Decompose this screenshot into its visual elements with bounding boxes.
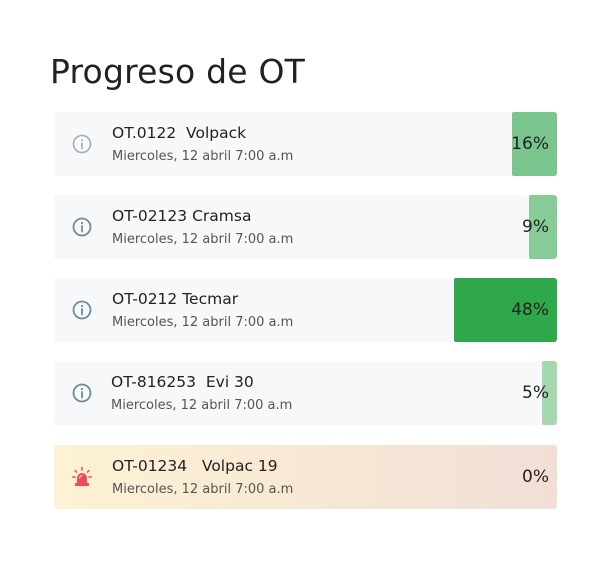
progress-percent: 0%	[522, 467, 549, 487]
order-card[interactable]: OT-0212 Tecmar Miercoles, 12 abril 7:00 …	[54, 278, 557, 342]
order-card-alert[interactable]: OT-01234 Volpac 19 Miercoles, 12 abril 7…	[54, 445, 557, 509]
progress-bar	[512, 112, 557, 176]
info-icon[interactable]	[71, 382, 93, 404]
progress-percent: 16%	[511, 134, 549, 154]
order-card[interactable]: OT-816253 Evi 30 Miercoles, 12 abril 7:0…	[54, 361, 557, 425]
progress-bar	[529, 195, 557, 259]
order-name: OT-0212 Tecmar	[112, 290, 239, 308]
info-icon[interactable]	[71, 133, 93, 155]
order-card[interactable]: OT.0122 Volpack Miercoles, 12 abril 7:00…	[54, 112, 557, 176]
order-name: OT-01234 Volpac 19	[112, 457, 278, 475]
progress-bar	[542, 361, 557, 425]
order-name: OT.0122 Volpack	[112, 124, 247, 142]
order-card[interactable]: OT-02123 Cramsa Miercoles, 12 abril 7:00…	[54, 195, 557, 259]
progress-percent: 5%	[522, 383, 549, 403]
progress-percent: 48%	[511, 300, 549, 320]
order-date: Miercoles, 12 abril 7:00 a.m	[112, 315, 294, 330]
page-title: Progreso de OT	[50, 52, 305, 91]
progress-percent: 9%	[522, 217, 549, 237]
order-name: OT-02123 Cramsa	[112, 207, 252, 225]
order-date: Miercoles, 12 abril 7:00 a.m	[112, 482, 294, 497]
order-name: OT-816253 Evi 30	[111, 373, 254, 391]
order-date: Miercoles, 12 abril 7:00 a.m	[112, 149, 294, 164]
siren-alert-icon	[72, 466, 92, 486]
order-date: Miercoles, 12 abril 7:00 a.m	[111, 398, 293, 413]
info-icon[interactable]	[71, 299, 93, 321]
order-date: Miercoles, 12 abril 7:00 a.m	[112, 232, 294, 247]
info-icon[interactable]	[71, 216, 93, 238]
progress-bar	[454, 278, 557, 342]
